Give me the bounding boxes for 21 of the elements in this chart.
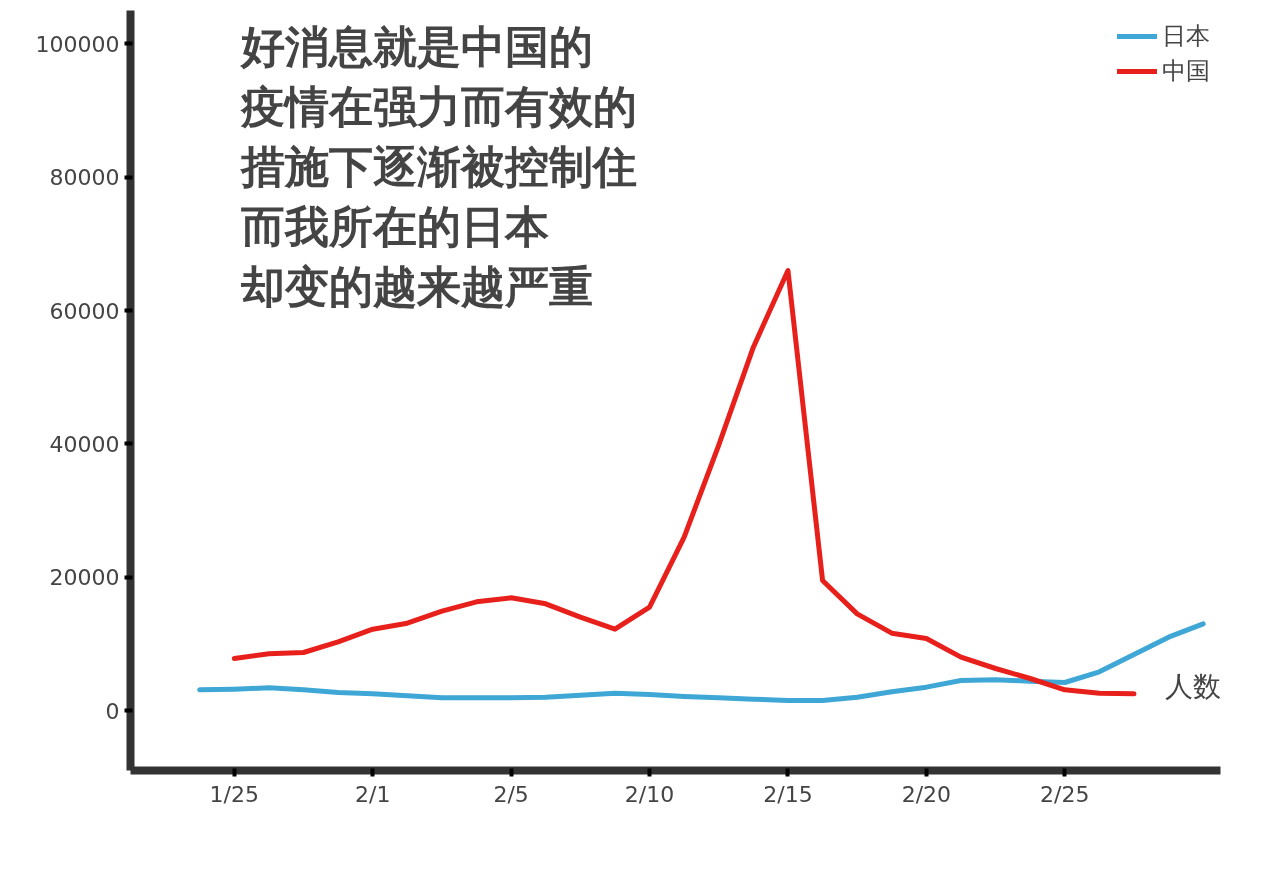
annotation: 措施下逐渐被控制住	[238, 140, 637, 192]
annotation: 而我所在的日本	[240, 200, 549, 252]
y-tick-label: 40000	[49, 431, 120, 457]
annotation: 疫情在强力而有效的	[239, 80, 637, 132]
y-tick-label: 20000	[49, 565, 120, 591]
y-tick-label: 80000	[49, 165, 120, 191]
y-tick-label: 0	[105, 698, 120, 724]
y-tick-label: 60000	[49, 298, 120, 324]
annotation: 却变的越来越严重	[239, 260, 593, 312]
y-tick-label: 100000	[35, 31, 120, 57]
legend-label: 中国	[1162, 56, 1210, 87]
x-tick-label: 2/1	[355, 781, 391, 807]
x-tick-label: 2/20	[901, 781, 952, 807]
x-tick-label: 2/5	[493, 781, 529, 807]
x-tick-label: 1/25	[209, 781, 260, 807]
x-tick-label: 2/10	[624, 781, 675, 807]
annotation: 好消息就是中国的	[238, 20, 593, 72]
x-axis-title: 人数	[1164, 669, 1221, 703]
x-tick-label: 2/25	[1040, 781, 1090, 807]
legend-label: 日本	[1162, 21, 1210, 52]
x-tick-label: 2/15	[763, 781, 813, 807]
